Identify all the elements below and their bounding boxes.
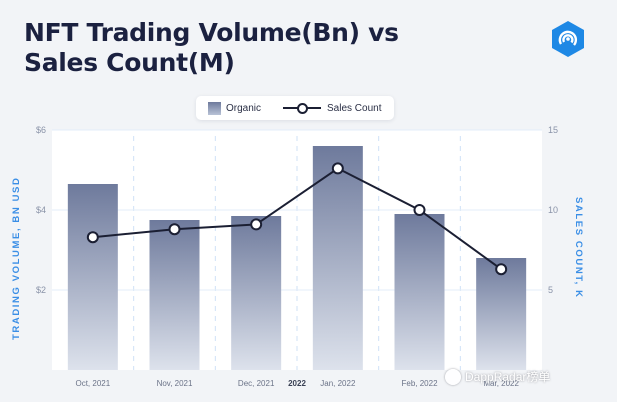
chart-title: NFT Trading Volume(Bn) vs Sales Count(M) xyxy=(24,18,399,77)
dappradar-logo-icon xyxy=(552,21,584,57)
y-right-tick-label: 5 xyxy=(548,285,553,295)
bar-organic xyxy=(231,216,282,370)
chart-legend: Organic Sales Count xyxy=(196,96,394,120)
sales-count-point xyxy=(331,162,344,175)
y-left-tick-label: $2 xyxy=(36,285,46,295)
x-tick-label: Jan, 2022 xyxy=(320,379,356,388)
y-left-tick-label: $4 xyxy=(36,205,46,215)
sales-count-point xyxy=(413,204,426,216)
x-tick-label: Dec, 2021 xyxy=(238,379,275,388)
wechat-icon xyxy=(445,368,461,385)
sales-count-point xyxy=(495,263,508,276)
bar-organic xyxy=(312,146,363,370)
y-right-tick-label: 10 xyxy=(548,205,558,215)
watermark-text: DappRadar榜单 xyxy=(465,370,551,384)
bar-organic xyxy=(394,214,445,370)
x-year-marker: 2022 xyxy=(288,379,306,388)
sales-count-line xyxy=(92,167,502,271)
x-tick-label: Feb, 2022 xyxy=(401,379,438,388)
x-tick-label: Nov, 2021 xyxy=(157,379,193,388)
legend-sales-count-label: Sales Count xyxy=(327,102,382,114)
bar-organic xyxy=(67,184,118,370)
sales-count-point xyxy=(86,231,99,244)
legend-sales-count-symbol xyxy=(283,102,322,114)
bar-organic xyxy=(476,258,527,370)
sales-count-point xyxy=(250,218,263,231)
x-tick-label: Oct, 2021 xyxy=(75,379,110,388)
bar-organic xyxy=(149,220,200,370)
y-left-tick-label: $6 xyxy=(36,125,46,135)
legend-organic-label: Organic xyxy=(226,102,262,114)
x-tick-label: Mar, 2022 xyxy=(483,379,519,388)
watermark: DappRadar榜单 xyxy=(445,368,550,385)
y-right-tick-label: 15 xyxy=(548,125,558,135)
sales-count-point xyxy=(168,223,181,236)
legend-organic-swatch xyxy=(208,101,221,115)
